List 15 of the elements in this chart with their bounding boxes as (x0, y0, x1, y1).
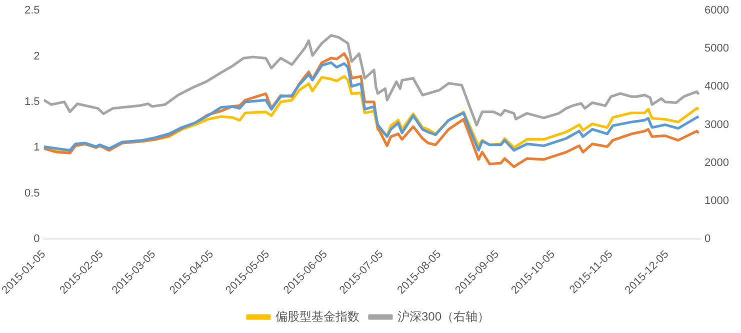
y-tick-label: 1 (34, 142, 40, 154)
legend-label: 偏股型基金指数 (275, 309, 360, 324)
y-tick-label: 2.5 (24, 4, 40, 17)
y2-tick-label: 6000 (704, 4, 730, 17)
legend-label: 沪深300（右轴） (397, 309, 490, 324)
y-tick-label: 2 (34, 50, 40, 62)
y-tick-label: 0 (34, 232, 40, 245)
y-tick-label: 0.5 (24, 187, 40, 200)
y2-tick-label: 0 (704, 232, 711, 245)
y2-tick-label: 1000 (704, 194, 730, 207)
y2-tick-label: 3000 (704, 118, 730, 131)
y-tick-label: 1.5 (24, 96, 40, 108)
y2-tick-label: 2000 (704, 156, 730, 169)
y2-tick-label: 4000 (704, 80, 730, 93)
y2-tick-label: 5000 (704, 42, 730, 55)
